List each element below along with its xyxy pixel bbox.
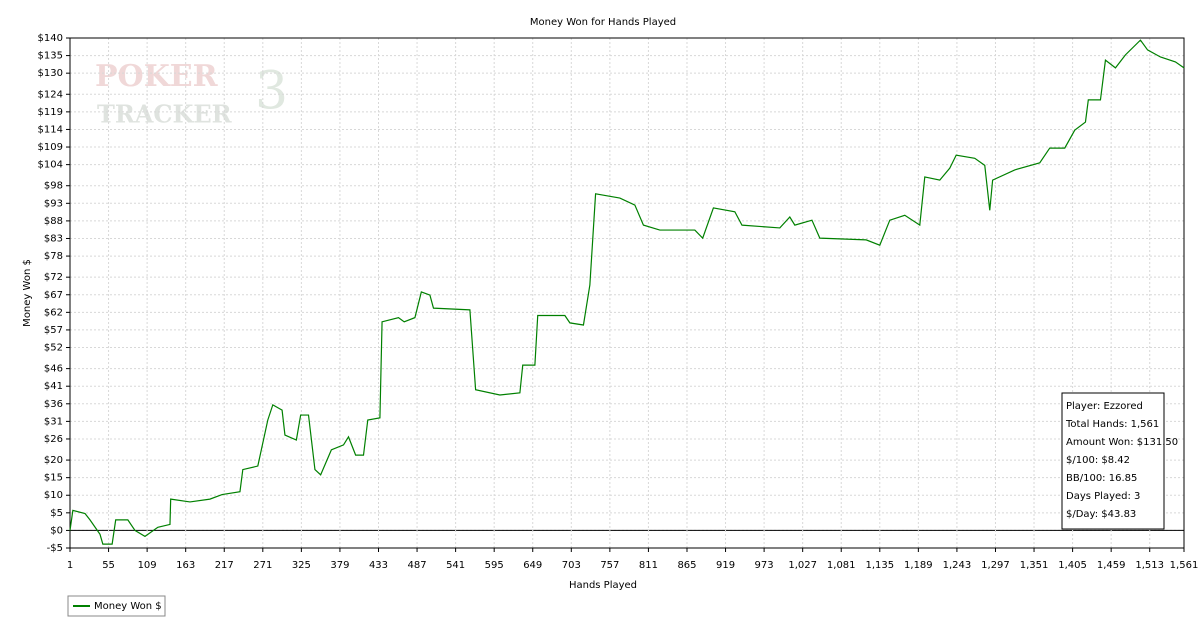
x-tick-label: 1,135 [865, 560, 894, 571]
y-tick-label: $62 [44, 307, 63, 318]
legend-label: Money Won $ [94, 601, 162, 612]
watermark: TRACKER [97, 100, 233, 129]
x-tick-label: 271 [253, 560, 272, 571]
stats-line: Player: Ezzored [1066, 401, 1143, 412]
x-tick-label: 811 [639, 560, 658, 571]
x-tick-label: 325 [292, 560, 311, 571]
y-tick-label: $83 [44, 233, 63, 244]
x-tick-label: 433 [369, 560, 388, 571]
x-tick-label: 757 [600, 560, 619, 571]
x-tick-label: 217 [215, 560, 234, 571]
x-tick-label: 1,027 [788, 560, 817, 571]
y-tick-label: $67 [44, 290, 63, 301]
y-tick-label: $93 [44, 198, 63, 209]
y-tick-label: $78 [44, 251, 63, 262]
y-tick-label: $57 [44, 325, 63, 336]
x-tick-label: 541 [446, 560, 465, 571]
stats-box [1061, 392, 1165, 530]
y-tick-label: $72 [44, 272, 63, 283]
y-tick-label: $104 [38, 160, 63, 171]
y-tick-label: $140 [38, 33, 63, 44]
x-tick-label: 649 [523, 560, 542, 571]
x-tick-label: 1 [67, 560, 73, 571]
x-tick-label: 1,081 [827, 560, 856, 571]
x-tick-label: 1,297 [981, 560, 1010, 571]
y-tick-label: $46 [44, 364, 63, 375]
plot-frame [69, 37, 1185, 549]
y-tick-label: $88 [44, 216, 63, 227]
x-tick-label: 379 [330, 560, 349, 571]
x-tick-label: 55 [102, 560, 115, 571]
stats-line: Total Hands: 1,561 [1065, 419, 1159, 430]
watermark: 3 [255, 62, 288, 122]
y-tick-label: $135 [38, 51, 63, 62]
x-tick-label: 487 [408, 560, 427, 571]
x-axis-title: Hands Played [569, 580, 637, 591]
x-tick-label: 865 [677, 560, 696, 571]
stats-line: Days Played: 3 [1066, 491, 1140, 502]
y-tick-label: $119 [38, 107, 63, 118]
y-tick-label: $26 [44, 434, 63, 445]
y-tick-label: $10 [44, 490, 63, 501]
x-tick-label: 1,243 [943, 560, 972, 571]
chart-title: Money Won for Hands Played [530, 17, 676, 28]
y-tick-label: $124 [38, 89, 63, 100]
y-tick-label: $41 [44, 381, 63, 392]
x-tick-label: 1,351 [1020, 560, 1049, 571]
x-tick-label: 919 [716, 560, 735, 571]
y-tick-label: $0 [50, 525, 63, 536]
x-tick-label: 1,561 [1170, 560, 1199, 571]
stats-line: Amount Won: $131.50 [1066, 437, 1178, 448]
stats-line: $/100: $8.42 [1066, 455, 1130, 466]
y-tick-label: -$5 [47, 543, 63, 554]
y-tick-label: $31 [44, 416, 63, 427]
data-line [69, 39, 1185, 545]
y-tick-label: $114 [38, 124, 63, 135]
legend-box [67, 595, 166, 617]
x-tick-label: 703 [562, 560, 581, 571]
y-tick-label: $52 [44, 343, 63, 354]
y-tick-label: $20 [44, 455, 63, 466]
y-axis-title: Money Won $ [22, 259, 33, 327]
x-tick-label: 1,189 [904, 560, 933, 571]
x-tick-label: 163 [176, 560, 195, 571]
stats-line: BB/100: 16.85 [1066, 473, 1137, 484]
y-tick-label: $130 [38, 68, 63, 79]
watermark: POKER [95, 59, 219, 94]
x-tick-label: 1,405 [1058, 560, 1087, 571]
x-tick-label: 109 [138, 560, 157, 571]
y-tick-label: $36 [44, 399, 63, 410]
x-tick-label: 1,513 [1135, 560, 1164, 571]
x-tick-label: 595 [485, 560, 504, 571]
y-tick-label: $109 [38, 142, 63, 153]
y-tick-label: $5 [50, 508, 63, 519]
x-tick-label: 973 [755, 560, 774, 571]
x-tick-label: 1,459 [1097, 560, 1126, 571]
y-tick-label: $15 [44, 473, 63, 484]
stats-line: $/Day: $43.83 [1066, 509, 1136, 520]
y-tick-label: $98 [44, 181, 63, 192]
